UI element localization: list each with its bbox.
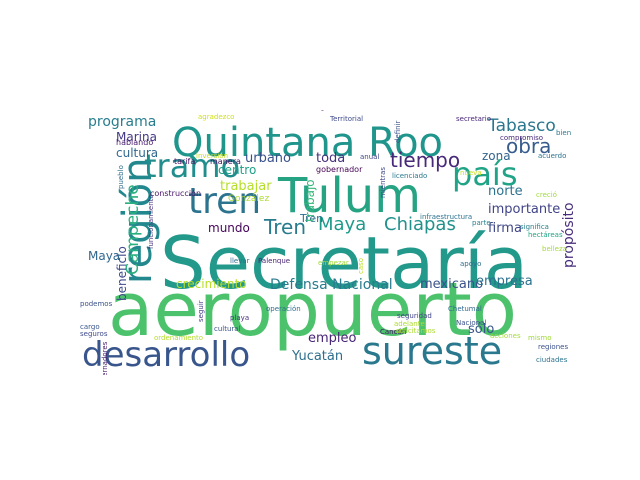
cloud-word: apoyo	[460, 260, 482, 268]
cloud-word: seguir	[197, 300, 205, 323]
cloud-word: regiones	[538, 343, 569, 351]
cloud-word: llevar	[230, 257, 250, 265]
cloud-word: funcionamiento	[147, 194, 155, 249]
cloud-word: Defensa Nacional	[270, 277, 393, 293]
cloud-word: Chetumal	[448, 305, 482, 313]
cloud-word: firma	[488, 221, 522, 236]
cloud-word: acuerdo	[538, 152, 567, 160]
cloud-word: gobernadores	[101, 342, 109, 375]
cloud-word: mundo	[208, 221, 250, 235]
cloud-word: mismo	[528, 334, 552, 342]
cloud-word: Tren	[300, 212, 324, 225]
cloud-word: inversión	[196, 152, 229, 160]
cloud-word: país	[452, 155, 518, 193]
cloud-word: compromiso	[500, 134, 544, 142]
cloud-word: nueva	[460, 169, 482, 177]
cloud-word: seguros	[80, 330, 108, 338]
cloud-word: Maya	[88, 249, 121, 263]
cloud-word: adelante	[394, 320, 425, 328]
cloud-word: significa	[520, 223, 549, 231]
cloud-word: hectáreas	[528, 231, 563, 239]
cloud-word: mexicano	[420, 277, 484, 292]
cloud-word: creció	[536, 191, 557, 199]
cloud-word: parte	[472, 219, 491, 227]
cloud-word: manera	[210, 157, 241, 166]
cloud-word: Maya	[318, 214, 367, 235]
cloud-word: pueblo	[117, 165, 125, 190]
cloud-word: desarrollo	[82, 335, 251, 375]
cloud-word: sureste	[362, 329, 503, 373]
cloud-word: tarifa	[174, 157, 196, 166]
cloud-word: cultura	[116, 146, 159, 160]
cloud-word: centro	[218, 163, 257, 177]
cloud-word: cultural	[214, 325, 241, 333]
cloud-word: mientras	[379, 166, 387, 198]
cloud-word: definir	[394, 120, 402, 144]
cloud-word: playa	[230, 314, 250, 322]
cloud-word: acciones	[490, 332, 521, 340]
cloud-word: infraestructura	[420, 213, 473, 221]
cloud-word: tiempo	[390, 148, 461, 172]
cloud-word: empleo	[308, 331, 357, 346]
cloud-word: anual	[360, 153, 380, 161]
cloud-word: Tulum	[278, 168, 421, 224]
cloud-word: caso	[357, 257, 365, 274]
cloud-word: operación	[266, 305, 301, 313]
cloud-word: tramo	[144, 147, 241, 185]
word-cloud: aeropuerto Secretaría Tulum Quintana Roo sur…	[80, 110, 580, 375]
cloud-word: obra	[506, 134, 552, 158]
cloud-word: Palenque	[258, 257, 291, 265]
cloud-word: bien	[556, 129, 572, 137]
cloud-word: sólo	[468, 322, 495, 337]
cloud-word: trabajar	[220, 179, 272, 194]
cloud-word: zona	[482, 149, 511, 163]
cloud-word: construcción	[150, 189, 202, 198]
cloud-word: González	[228, 194, 270, 204]
cloud-word: Cancún	[380, 328, 407, 336]
cloud-word: solicitamos	[396, 327, 436, 335]
cloud-word: belleza	[542, 245, 567, 253]
cloud-word: propósito	[561, 202, 577, 268]
cloud-word: ordenamiento	[154, 334, 204, 342]
cloud-word: crecimiento	[176, 277, 247, 291]
cloud-word: importante	[488, 202, 561, 217]
cloud-word: entregar	[302, 110, 332, 111]
cloud-word: toda	[316, 151, 346, 166]
cloud-word: secretario	[456, 115, 491, 123]
cloud-word: empezar	[318, 259, 349, 267]
cloud-word: norte	[488, 184, 523, 199]
cloud-word: agradezco	[198, 113, 235, 121]
cloud-word: Tabasco	[488, 116, 556, 136]
cloud-word: seguridad	[397, 312, 432, 320]
cloud-word: Quintana Roo	[172, 120, 444, 166]
cloud-word: trabajo	[303, 179, 317, 223]
cloud-word: cargo	[80, 323, 100, 331]
cloud-word: urbano	[245, 151, 291, 166]
cloud-word: Marina	[116, 130, 157, 144]
cloud-word: beneficio	[115, 245, 129, 301]
cloud-word: hablando	[116, 138, 154, 147]
cloud-word: aeropuerto	[108, 267, 518, 353]
cloud-word: programa	[88, 114, 157, 130]
cloud-word: Chiapas	[384, 214, 456, 235]
cloud-word: Territorial	[330, 115, 364, 123]
cloud-word: gobernador	[316, 165, 363, 174]
cloud-word: Yucatán	[292, 349, 344, 364]
cloud-word: tren	[188, 181, 262, 222]
cloud-word: Nacional	[456, 319, 487, 327]
cloud-word: podemos	[80, 300, 113, 308]
cloud-word: Fuerzas Armadas	[80, 215, 81, 275]
cloud-word: empresa	[476, 274, 533, 289]
cloud-word: Tren	[264, 215, 307, 239]
cloud-word: ciudades	[536, 356, 568, 364]
cloud-word: Secretaría	[160, 221, 528, 305]
cloud-word: licenciado	[392, 172, 428, 180]
